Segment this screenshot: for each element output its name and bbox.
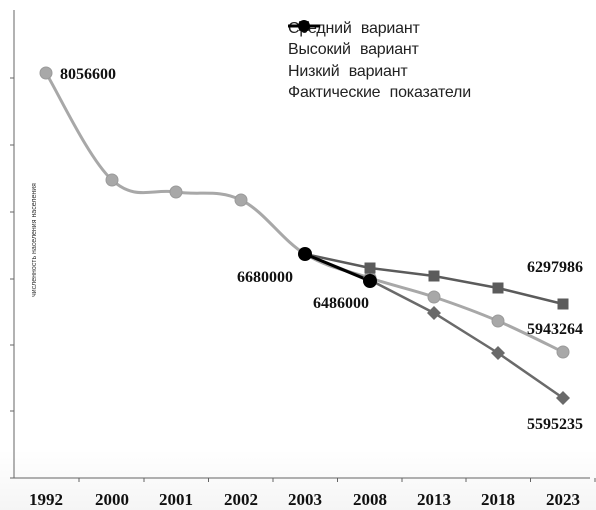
legend-label-actual: Фактические показатели: [288, 84, 471, 102]
data-label: 5943264: [527, 321, 583, 338]
legend-item-low: Низкий вариант: [288, 20, 588, 83]
x-tick-label: 2003: [288, 490, 322, 509]
legend-label-medium: Средний вариант: [288, 19, 420, 37]
data-point-high: [492, 282, 504, 294]
legend-item-actual: Фактические показатели: [288, 20, 588, 105]
x-tick-label: 2023: [546, 490, 580, 509]
x-tick-label: 2018: [481, 490, 515, 509]
data-point-actual: [298, 247, 312, 261]
data-label: 6680000: [237, 269, 293, 286]
data-label: 6486000: [313, 295, 369, 312]
y-axis-title: численность населения населения: [31, 183, 38, 297]
legend-label-low: Низкий вариант: [288, 62, 408, 80]
x-axis-ticks: 1992 2000 2001 2002 2003 2008 2013 2018 2023: [29, 478, 596, 509]
chart-legend: Средний вариант Высокий вариант Низкий в…: [288, 18, 588, 104]
x-tick-label: 2000: [95, 490, 129, 509]
series-line-medium: [44, 72, 564, 354]
x-tick-label: 1992: [29, 490, 63, 509]
series-markers: [39, 66, 570, 405]
data-point-actual: [363, 274, 377, 288]
x-tick-label: 2002: [224, 490, 258, 509]
data-point-medium: [39, 66, 53, 80]
data-point-low: [556, 391, 570, 405]
data-point-medium: [491, 314, 505, 328]
data-point-medium: [169, 185, 183, 199]
data-point-high: [557, 298, 569, 310]
series-lines: [44, 72, 564, 400]
data-labels: 8056600 6680000 6486000 6297986 5943264 55952…: [60, 66, 583, 433]
data-point-low: [491, 346, 505, 360]
data-point-low: [427, 306, 441, 320]
legend-swatch-actual-icon: [288, 20, 320, 32]
data-point-medium: [556, 345, 570, 359]
data-point-medium: [234, 193, 248, 207]
data-point-high: [364, 262, 376, 274]
data-point-medium: [105, 173, 119, 187]
x-tick-label: 2001: [159, 490, 193, 509]
chart-axes: [13, 10, 590, 479]
data-point-medium: [427, 290, 441, 304]
y-axis-ticks: [10, 77, 14, 479]
x-tick-label: 2008: [353, 490, 387, 509]
legend-label-high: Высокий вариант: [288, 41, 419, 59]
x-tick-label: 2013: [417, 490, 451, 509]
data-label: 8056600: [60, 66, 116, 83]
legend-item-high: Высокий вариант: [288, 21, 588, 62]
data-label: 5595235: [527, 416, 583, 433]
data-label: 6297986: [527, 259, 583, 276]
series-line-actual: [304, 252, 371, 283]
legend-item-medium: Средний вариант: [288, 18, 588, 40]
data-point-high: [428, 270, 440, 282]
